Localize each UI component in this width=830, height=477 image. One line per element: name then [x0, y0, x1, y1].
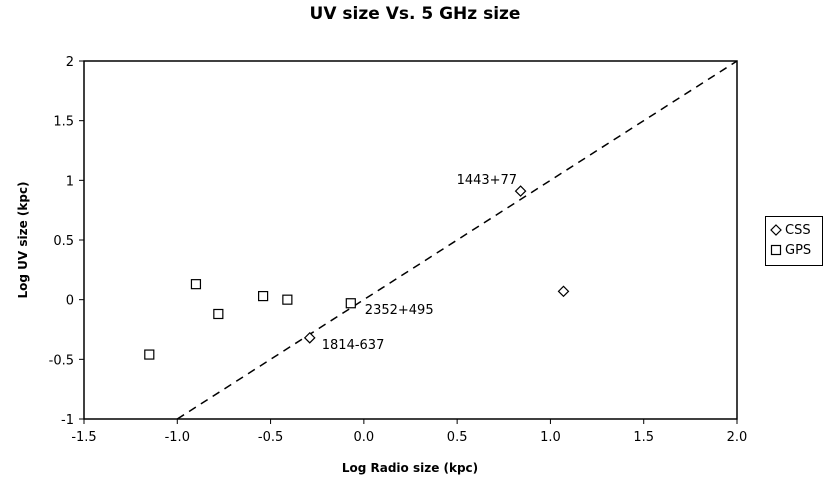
y-tick-label: -1 [61, 413, 74, 428]
x-axis-title: Log Radio size (kpc) [342, 461, 478, 475]
y-tick-label: 2 [66, 55, 74, 70]
x-tick-label: -0.5 [258, 430, 283, 445]
x-tick-label: -1.0 [165, 430, 190, 445]
css-data-point [557, 285, 570, 298]
y-tick-label: 0 [66, 294, 74, 309]
y-tick-label: -0.5 [49, 353, 74, 368]
point-annotation: 2352+495 [365, 303, 434, 318]
x-tick-label: 1.5 [633, 430, 654, 445]
x-tick-label: 2.0 [727, 430, 748, 445]
x-tick-label: 0.0 [354, 430, 375, 445]
x-axis: -1.5 -1.0 -0.5 0.0 0.5 1.0 1.5 2.0 [71, 419, 747, 445]
x-tick-label: -1.5 [71, 430, 96, 445]
y-tick-label: 1.5 [53, 115, 74, 130]
legend-item-css: CSS [770, 220, 822, 240]
reference-line [176, 60, 738, 420]
square-marker-icon [770, 244, 782, 256]
y-tick-label: 0.5 [53, 234, 74, 249]
plot-area [83, 60, 738, 420]
gps-data-point [213, 308, 224, 320]
point-annotation: 1814-637 [322, 338, 385, 353]
gps-data-point [345, 298, 356, 309]
data-points [144, 185, 570, 360]
css-data-point [303, 332, 316, 344]
css-data-point [514, 185, 527, 197]
chart-title: UV size Vs. 5 GHz size [309, 4, 521, 24]
point-annotation: 1443+77 [457, 173, 518, 188]
gps-data-point [258, 290, 269, 302]
y-axis-title: Log UV size (kpc) [16, 181, 30, 298]
y-tick-label: 1 [66, 174, 74, 189]
annotations: 1443+77 2352+495 1814-637 [322, 173, 517, 353]
legend-label-css: CSS [785, 222, 811, 238]
gps-data-point [144, 349, 155, 360]
legend: CSS GPS [765, 216, 823, 266]
gps-data-point [282, 294, 293, 305]
x-tick-label: 1.0 [540, 430, 561, 445]
legend-label-gps: GPS [785, 242, 812, 258]
y-axis: -1 -0.5 0 0.5 1 1.5 2 [49, 55, 84, 428]
diamond-marker-icon [770, 224, 782, 236]
x-tick-label: 0.5 [447, 430, 468, 445]
legend-item-gps: GPS [770, 240, 822, 260]
gps-data-point [190, 279, 202, 290]
